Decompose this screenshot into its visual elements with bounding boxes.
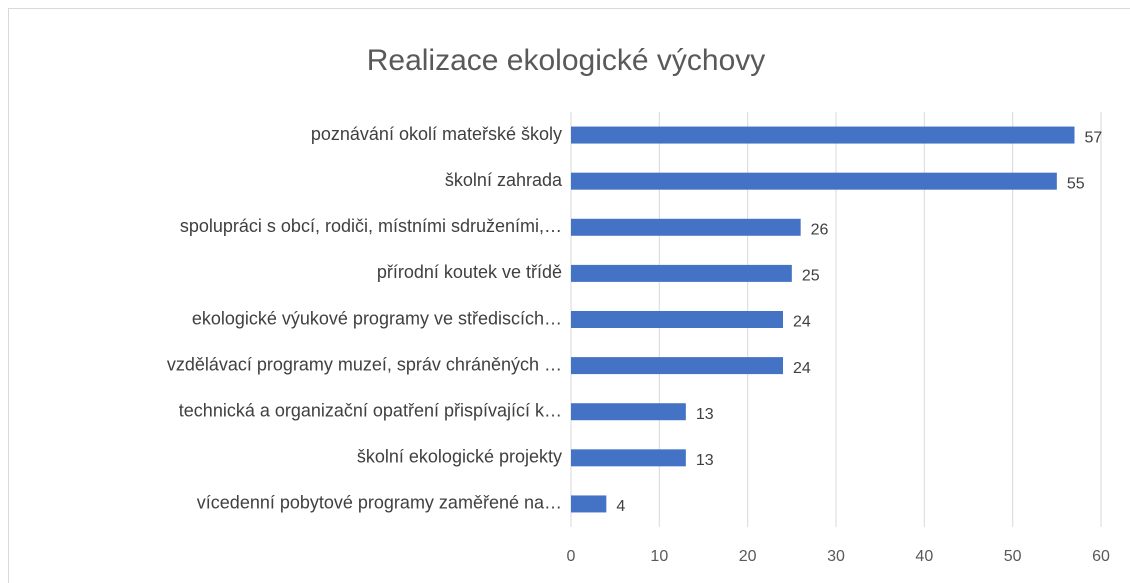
- data-label: 24: [793, 314, 811, 331]
- bar: [571, 126, 1075, 144]
- data-label: 57: [1085, 129, 1103, 146]
- x-tick-label: 50: [1004, 548, 1022, 565]
- y-tick-label: technická a organizační opatření přispív…: [179, 400, 562, 420]
- data-label: 4: [616, 498, 625, 515]
- y-tick-label: vícedenní pobytové programy zaměřené na…: [197, 493, 562, 513]
- chart-border: [8, 8, 1130, 583]
- y-tick-label: školní ekologické projekty: [357, 447, 562, 467]
- x-tick-label: 20: [739, 548, 757, 565]
- x-tick-label: 10: [650, 548, 668, 565]
- y-tick-label: přírodní koutek ve třídě: [377, 262, 562, 282]
- y-tick-label: ekologické výukové programy ve střediscí…: [192, 308, 562, 328]
- bar: [571, 449, 686, 467]
- data-label: 13: [696, 406, 714, 423]
- x-tick-label: 40: [915, 548, 933, 565]
- y-tick-label: poznávání okolí mateřské školy: [311, 124, 562, 144]
- data-label: 25: [802, 268, 820, 285]
- data-label: 55: [1067, 175, 1085, 192]
- data-label: 26: [811, 221, 829, 238]
- bar: [571, 403, 686, 421]
- bar: [571, 495, 607, 513]
- bar: [571, 311, 783, 328]
- y-tick-label: vzdělávací programy muzeí, správ chráněn…: [167, 354, 562, 374]
- x-tick-label: 0: [567, 548, 576, 565]
- data-label: 24: [793, 360, 811, 377]
- x-tick-label: 60: [1092, 548, 1110, 565]
- bar: [571, 218, 801, 236]
- chart-title: Realizace ekologické výchovy: [367, 44, 766, 77]
- y-tick-label: spolupráci s obcí, rodiči, místními sdru…: [180, 216, 562, 236]
- y-tick-label: školní zahrada: [445, 170, 563, 190]
- bar: [571, 357, 783, 375]
- bar: [571, 172, 1057, 190]
- x-tick-label: 30: [827, 548, 845, 565]
- bar: [571, 264, 792, 282]
- data-label: 13: [696, 452, 714, 469]
